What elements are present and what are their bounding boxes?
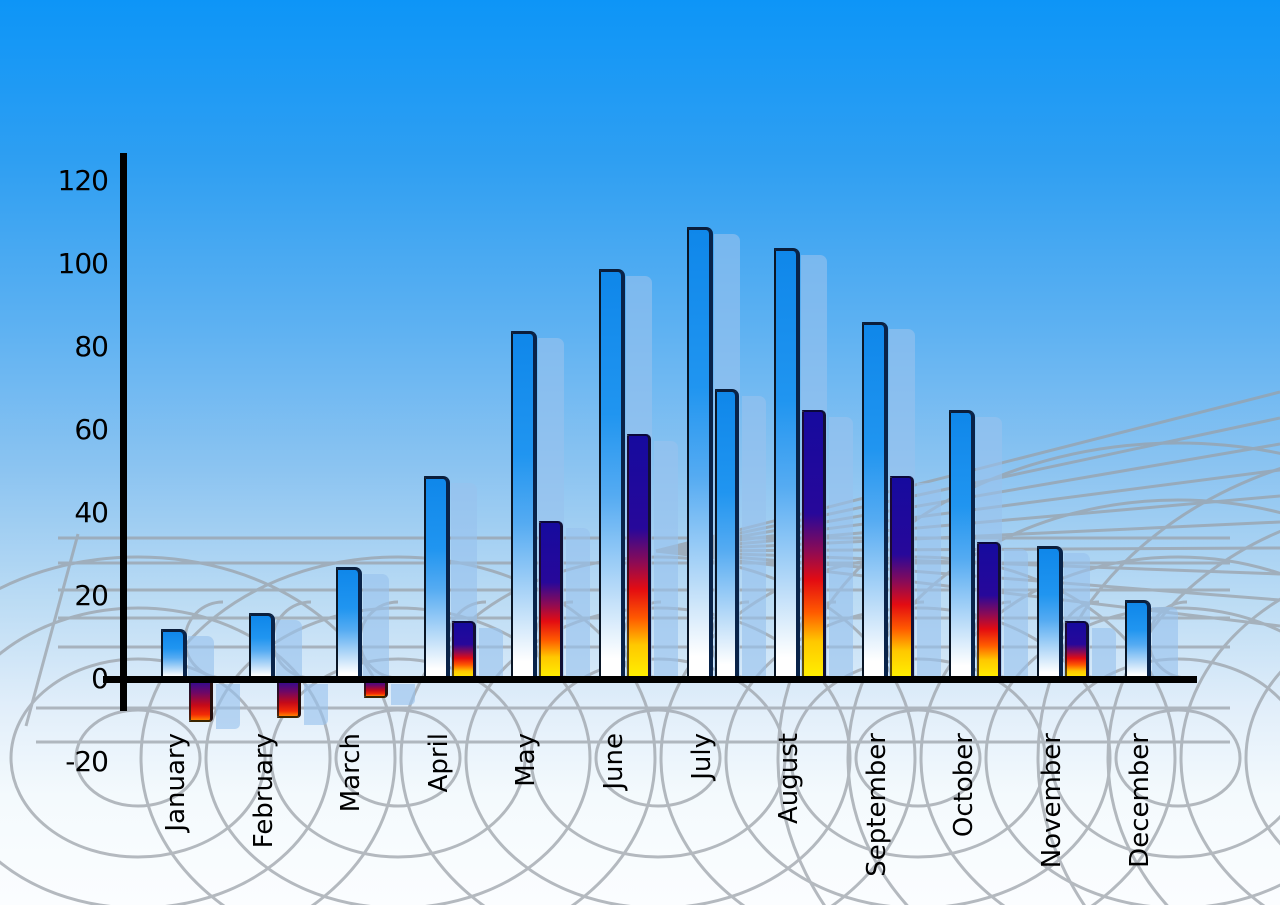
bar-shadow xyxy=(1004,549,1028,679)
bar-shadow xyxy=(304,684,328,725)
bar-shadow xyxy=(742,396,766,679)
month-label-text: August xyxy=(774,733,804,824)
grid-line xyxy=(74,708,202,808)
grid-line xyxy=(1114,708,1242,808)
x-axis-baseline xyxy=(103,676,1197,683)
bar-series2-august xyxy=(802,410,826,679)
bar-series1-august xyxy=(774,248,800,679)
x-axis-label-november: November xyxy=(1037,733,1067,903)
x-axis-label-october: October xyxy=(949,733,979,903)
y-tick-label-20: 20 xyxy=(74,579,109,612)
bar-series2-march xyxy=(364,681,388,698)
bar-series1-march xyxy=(336,567,362,679)
bar-shadow xyxy=(188,636,214,679)
grid-line xyxy=(139,555,657,905)
month-label-text: December xyxy=(1125,733,1155,868)
grid-line xyxy=(594,708,722,808)
grid-line xyxy=(1179,597,1280,905)
grid-line xyxy=(269,657,527,859)
grid-line xyxy=(846,498,1280,905)
grid-line xyxy=(0,606,332,905)
bar-series1-july xyxy=(687,227,713,679)
month-label-text: April xyxy=(424,733,454,793)
month-label-text: January xyxy=(161,733,191,832)
bar-shadow xyxy=(363,574,389,679)
grid-line xyxy=(9,657,267,859)
bar-shadow xyxy=(216,684,240,729)
month-label-text: October xyxy=(949,733,979,838)
bar-shadow xyxy=(1092,628,1116,679)
x-axis-label-april: April xyxy=(424,733,454,903)
bar-shadow xyxy=(829,417,853,679)
y-tick-label--20: -20 xyxy=(65,745,109,778)
grid-line xyxy=(776,441,1280,905)
month-label-text: February xyxy=(249,733,279,849)
bar-shadow xyxy=(917,483,941,679)
month-label-text: June xyxy=(599,733,629,790)
bar-shadow xyxy=(566,528,590,679)
bar-series2-november xyxy=(1065,621,1089,679)
grid-line xyxy=(919,555,1280,905)
x-axis-label-january: January xyxy=(161,733,191,903)
y-tick-label-100: 100 xyxy=(57,247,109,280)
x-axis-label-march: March xyxy=(336,733,366,903)
bar-series1-may xyxy=(511,331,537,679)
bar-series1-february xyxy=(249,613,275,679)
grid-line xyxy=(984,606,1280,905)
bar-series1-april xyxy=(424,476,450,679)
x-axis-label-may: May xyxy=(511,733,541,903)
bar-shadow xyxy=(479,628,503,679)
bar-series2-july xyxy=(715,389,739,679)
x-axis-label-july: July xyxy=(687,733,717,903)
bar-shadow xyxy=(1152,607,1178,679)
x-axis-label-august: August xyxy=(774,733,804,903)
month-label-text: September xyxy=(862,733,892,877)
grid-line xyxy=(334,708,462,808)
grid-line xyxy=(0,555,397,905)
bar-series1-june xyxy=(599,269,625,679)
month-label-text: July xyxy=(687,733,717,780)
bar-shadow xyxy=(391,684,415,705)
bar-series2-june xyxy=(627,434,651,679)
month-label-text: May xyxy=(511,733,541,787)
x-axis-label-june: June xyxy=(599,733,629,903)
grid-line xyxy=(24,533,80,727)
bar-series2-january xyxy=(189,681,213,722)
bar-series1-december xyxy=(1125,600,1151,679)
y-tick-label-0: 0 xyxy=(91,662,109,695)
month-label-text: March xyxy=(336,733,366,813)
grid-line xyxy=(1106,529,1280,905)
grid-line xyxy=(1244,670,1280,846)
month-label-text: November xyxy=(1037,733,1067,869)
y-axis-line xyxy=(120,153,127,711)
grid-line xyxy=(204,606,592,905)
x-axis-label-september: September xyxy=(862,733,892,903)
y-tick-label-80: 80 xyxy=(74,330,109,363)
bar-series1-september xyxy=(862,322,888,679)
grid-line xyxy=(1036,467,1280,905)
y-tick-label-40: 40 xyxy=(74,496,109,529)
bar-series2-october xyxy=(977,542,1001,679)
bar-shadow xyxy=(276,620,302,679)
x-axis-label-february: February xyxy=(249,733,279,903)
bar-series2-february xyxy=(277,681,301,718)
bar-series2-april xyxy=(452,621,476,679)
bar-series1-october xyxy=(949,410,975,679)
grid-line xyxy=(854,708,982,808)
grid-line xyxy=(1049,657,1280,859)
bar-shadow xyxy=(654,441,678,679)
y-tick-label-60: 60 xyxy=(74,413,109,446)
bar-series2-september xyxy=(890,476,914,679)
bar-series1-january xyxy=(161,629,187,679)
bar-series2-may xyxy=(539,521,563,679)
x-axis-label-december: December xyxy=(1125,733,1155,903)
bar-series1-november xyxy=(1037,546,1063,679)
y-tick-label-120: 120 xyxy=(57,164,109,197)
